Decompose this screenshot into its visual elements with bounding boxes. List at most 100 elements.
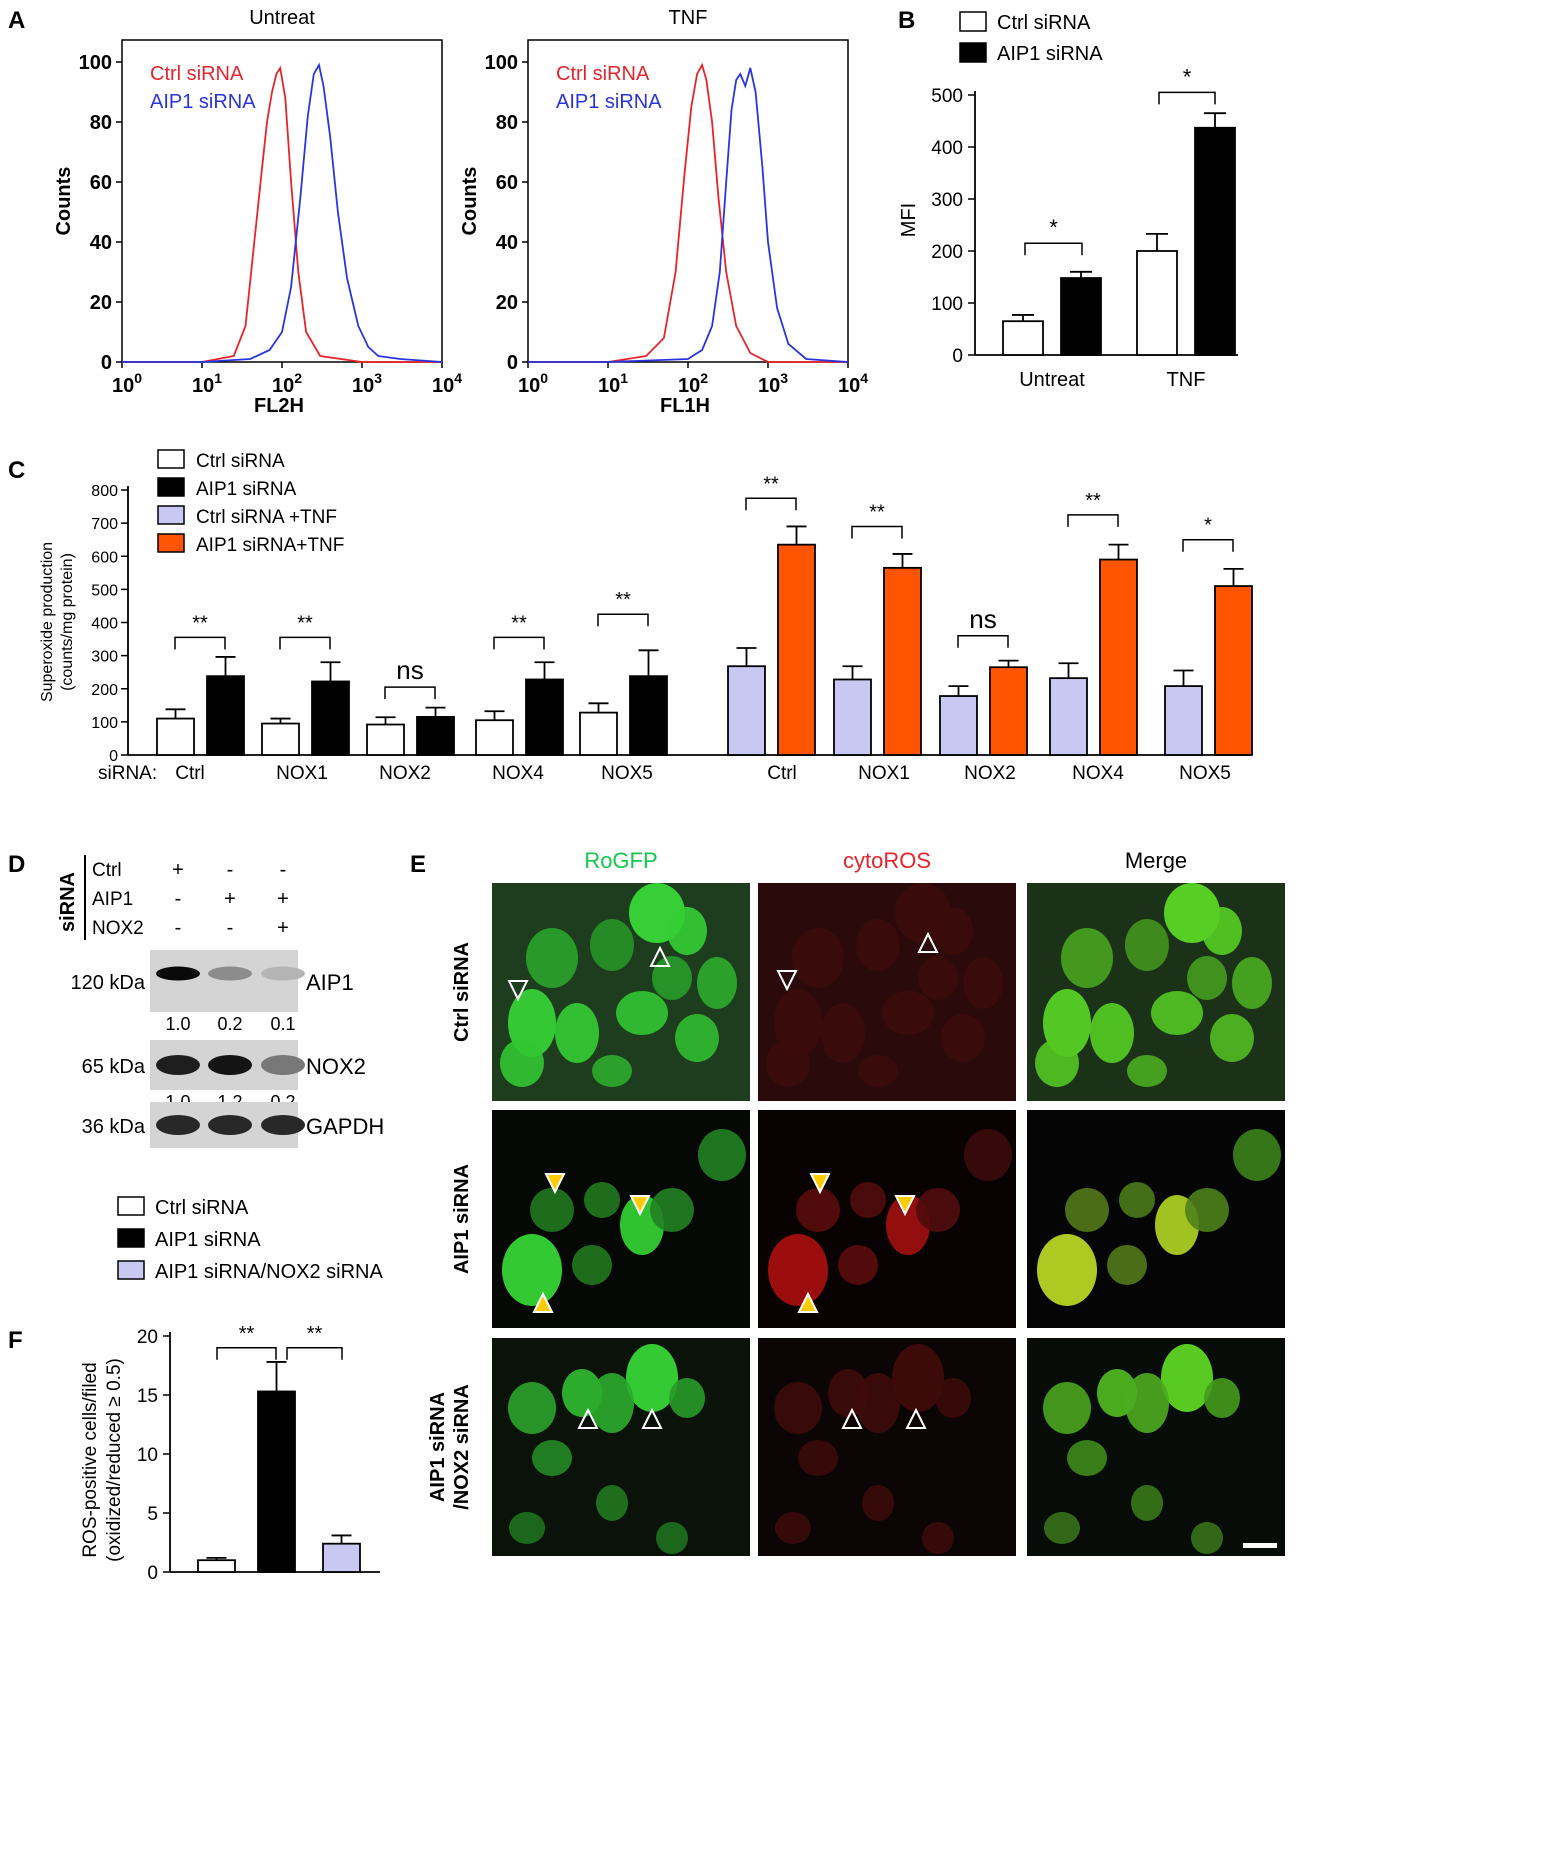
bar-1 [257, 1390, 296, 1573]
series-line-aip1 [528, 67, 849, 363]
condition-label: AIP1 [92, 889, 133, 910]
bar-aip1-0 [1060, 277, 1102, 356]
blot-band [156, 966, 200, 981]
panel-letter-d: D [8, 851, 25, 878]
cell [918, 956, 958, 1000]
y-tick-label: 15 [137, 1386, 158, 1407]
x-category-label: NOX1 [858, 763, 910, 784]
column-label: RoGFP [584, 848, 657, 873]
cell [500, 1039, 544, 1087]
plot-frame [121, 39, 443, 363]
significance-label: * [1204, 515, 1212, 537]
y-tick-label: 200 [91, 682, 118, 699]
kda-label: 65 kDa [82, 1056, 146, 1078]
condition-mark: + [277, 917, 289, 939]
x-category-label: NOX4 [1072, 763, 1124, 784]
cell [675, 1014, 719, 1062]
arrowhead-down-icon [629, 1195, 651, 1217]
micrograph-r2-c2 [1027, 1338, 1285, 1556]
cell [626, 1344, 678, 1412]
protein-label: NOX2 [306, 1054, 366, 1079]
y-axis-label: MFI [898, 203, 920, 237]
legend-swatch [959, 42, 987, 63]
y-tick-label: 400 [91, 616, 118, 633]
condition-mark: - [175, 917, 182, 939]
legend-label: AIP1 siRNA [556, 91, 662, 113]
panel-letter-e: E [410, 851, 426, 878]
cell [698, 1129, 746, 1181]
significance-label: ** [1085, 490, 1101, 512]
significance-bracket [1182, 538, 1234, 552]
bar-tnf-ctrl-s2 [727, 665, 766, 756]
blot-band [261, 1115, 305, 1135]
significance-bracket [286, 1347, 343, 1360]
significance-label: ** [615, 589, 631, 611]
cell [862, 1485, 894, 1521]
cell [1043, 1382, 1091, 1434]
significance-bracket [384, 686, 436, 700]
western-blot: siRNA Ctrl + - - AIP1 - + + NOX2 - - +120 kDa AIP1 1.0… [57, 855, 384, 1148]
bar-chart-superoxide: 0 100 200 300 400 500 600 700 800 Superoxide prod… [39, 449, 1253, 784]
histogram-left: Untreat 0 20 40 60 80 100 100 101 102 103 104 FL2H Co… [53, 7, 462, 417]
legend-label: Ctrl siRNA [997, 12, 1091, 34]
y-axis-label: Superoxide production [39, 542, 56, 702]
bar-2 [322, 1542, 361, 1573]
cell [933, 907, 973, 955]
arrowhead-up-icon [917, 931, 939, 953]
cell [1037, 1234, 1097, 1306]
significance-bracket [216, 1347, 277, 1360]
bar-nox4-s0 [475, 719, 514, 756]
row-label: AIP1 siRNA [451, 1164, 473, 1274]
quant-label: 0.1 [270, 1014, 295, 1034]
significance-bracket [1067, 514, 1119, 527]
y-axis-label-2: (oxidized/reduced ≥ 0.5) [104, 1358, 125, 1562]
condition-mark: + [277, 888, 289, 910]
bar-tnf-nox1-s2 [833, 678, 872, 756]
bar-chart-ros-positive: 0 5 10 15 20 ROS-positive cells/filed (oxidize… [80, 1196, 383, 1584]
series-line-ctrl [528, 62, 848, 363]
legend-label: Ctrl siRNA +TNF [196, 507, 337, 528]
bar-tnf-nox4-s3 [1099, 558, 1138, 756]
cell [1191, 1522, 1223, 1554]
micrograph-r1-c2 [1027, 1110, 1285, 1328]
y-tick-label: 5 [147, 1504, 158, 1525]
y-axis-label: Counts [459, 167, 481, 236]
legend-swatch [157, 477, 185, 497]
cell [1210, 1014, 1254, 1062]
legend-swatch [117, 1196, 145, 1216]
y-tick-label: 0 [147, 1563, 158, 1584]
blot-band [208, 966, 252, 981]
legend-label: Ctrl siRNA [150, 63, 244, 85]
legend-swatch [117, 1228, 145, 1248]
x-tick-label: 102 [678, 370, 708, 397]
bar-tnf-nox5-s2 [1164, 685, 1203, 756]
cell [941, 1014, 985, 1062]
x-tick-label: 103 [352, 370, 382, 397]
legend-label: AIP1 siRNA+TNF [196, 535, 344, 556]
bar-tnf-ctrl-s3 [777, 543, 816, 756]
legend-label: AIP1 siRNA [196, 479, 297, 500]
y-tick-label: 0 [101, 352, 112, 374]
cell [766, 1039, 810, 1087]
legend-label: AIP1 siRNA [997, 43, 1103, 65]
legend-label: Ctrl siRNA [556, 63, 650, 85]
x-category-label: NOX1 [276, 763, 328, 784]
cell [1127, 1055, 1167, 1087]
series-line-aip1 [122, 62, 443, 363]
blot-band [261, 1055, 305, 1075]
cell [1187, 956, 1227, 1000]
condition-mark: - [227, 917, 234, 939]
y-tick-label: 80 [496, 112, 518, 134]
bar-nox5-s0 [579, 711, 618, 756]
row-label: siRNA: [98, 763, 157, 784]
significance-label: ** [307, 1323, 323, 1345]
cell [1204, 1378, 1240, 1418]
cell [1125, 919, 1169, 971]
x-tick-label: 101 [598, 370, 628, 397]
bar-ctrl-1 [1136, 250, 1178, 356]
x-tick-label: 104 [838, 370, 868, 397]
x-category-label: Ctrl [175, 763, 205, 784]
cell [650, 1188, 694, 1232]
micrograph-r2-c1 [758, 1338, 1016, 1556]
significance-label: * [1183, 64, 1192, 89]
